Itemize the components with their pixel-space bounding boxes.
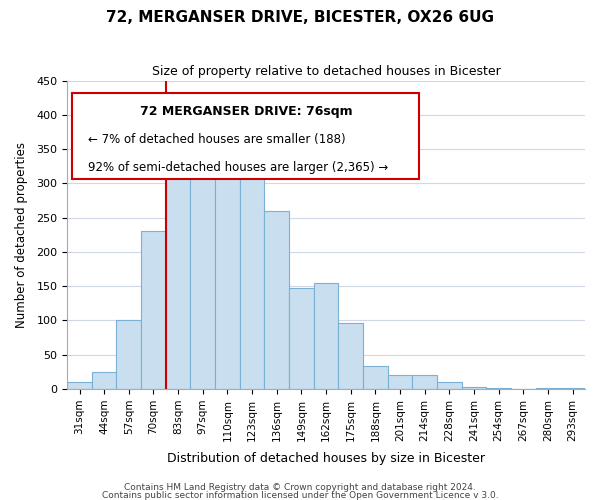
Text: ← 7% of detached houses are smaller (188): ← 7% of detached houses are smaller (188… — [88, 133, 346, 146]
Bar — [141, 232, 166, 389]
Bar — [487, 388, 511, 389]
Text: Contains HM Land Registry data © Crown copyright and database right 2024.: Contains HM Land Registry data © Crown c… — [124, 483, 476, 492]
Bar — [67, 382, 92, 389]
Title: Size of property relative to detached houses in Bicester: Size of property relative to detached ho… — [152, 65, 500, 78]
Bar — [560, 388, 585, 389]
Text: 72, MERGANSER DRIVE, BICESTER, OX26 6UG: 72, MERGANSER DRIVE, BICESTER, OX26 6UG — [106, 10, 494, 25]
Bar — [462, 387, 487, 389]
Bar — [166, 139, 190, 389]
X-axis label: Distribution of detached houses by size in Bicester: Distribution of detached houses by size … — [167, 452, 485, 465]
Y-axis label: Number of detached properties: Number of detached properties — [15, 142, 28, 328]
Bar — [412, 374, 437, 389]
Bar — [289, 288, 314, 389]
Text: Contains public sector information licensed under the Open Government Licence v : Contains public sector information licen… — [101, 490, 499, 500]
Bar — [116, 320, 141, 389]
Bar — [338, 323, 363, 389]
Bar — [215, 132, 240, 389]
Bar — [265, 211, 289, 389]
Bar — [536, 388, 560, 389]
Bar — [314, 283, 338, 389]
FancyBboxPatch shape — [73, 93, 419, 180]
Bar — [190, 136, 215, 389]
Text: 72 MERGANSER DRIVE: 76sqm: 72 MERGANSER DRIVE: 76sqm — [140, 105, 352, 118]
Bar — [363, 366, 388, 389]
Bar — [92, 372, 116, 389]
Bar — [388, 374, 412, 389]
Text: 92% of semi-detached houses are larger (2,365) →: 92% of semi-detached houses are larger (… — [88, 161, 388, 174]
Bar — [437, 382, 462, 389]
Bar — [240, 144, 265, 389]
